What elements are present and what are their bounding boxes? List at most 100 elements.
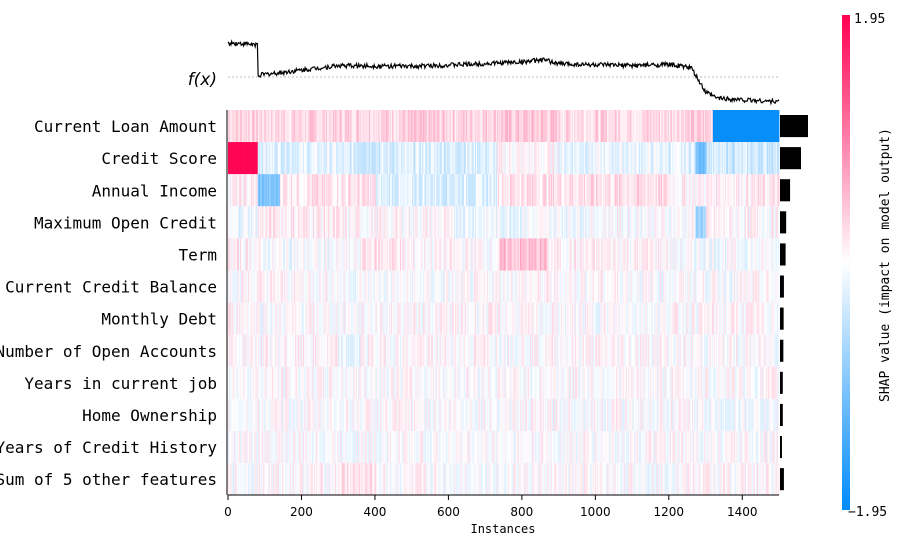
heatmap-cell [406,270,409,303]
heatmap-cell [574,334,576,367]
heatmap-cell [717,302,719,335]
heatmap-cell [366,174,369,207]
heatmap-cell [302,334,305,367]
heatmap-cell [369,270,371,303]
heatmap-cell [551,206,554,239]
heatmap-cell [547,270,550,303]
heatmap-cell [429,238,432,271]
heatmap-cell [641,302,643,335]
heatmap-cell [593,366,596,399]
heatmap-cell [482,334,485,367]
heatmap-cell [504,110,507,143]
heatmap-cell [359,142,361,175]
heatmap-cell [309,366,312,399]
heatmap-cell [362,110,364,143]
heatmap-cell [349,110,351,143]
heatmap-cell [413,334,415,367]
heatmap-cell [250,398,252,431]
heatmap-cell [535,366,537,399]
heatmap-cell [695,398,697,431]
heatmap-cell [666,398,669,431]
heatmap-cell [766,238,769,271]
heatmap-cell [464,398,467,431]
heatmap-cell [697,142,699,175]
heatmap-cell [567,238,569,271]
heatmap-cell [704,334,706,367]
heatmap-cell [651,334,653,367]
heatmap-cell [765,238,768,271]
heatmap-cell [485,270,488,303]
heatmap-cell [576,206,578,239]
heatmap-cell [758,110,760,143]
heatmap-cell [266,238,269,271]
heatmap-cell [398,206,401,239]
heatmap-cell [396,334,399,367]
heatmap-cell [482,142,485,175]
heatmap-cell [734,366,737,399]
heatmap-cell [350,302,352,335]
heatmap-cell [646,366,649,399]
heatmap-cell [718,398,720,431]
heatmap-cell [570,334,573,367]
heatmap-cell [747,398,749,431]
heatmap-cell [330,110,332,143]
heatmap-cell [728,238,730,271]
heatmap-cell [384,206,386,239]
heatmap-cell [759,174,761,207]
heatmap-cell [246,238,249,271]
heatmap-cell [231,366,233,399]
heatmap-cell [712,206,715,239]
heatmap-cell [344,110,347,143]
heatmap-cell [286,206,288,239]
heatmap-cell [721,302,724,335]
heatmap-cell [673,206,675,239]
heatmap-cell [661,142,663,175]
heatmap-cell [509,142,511,175]
heatmap-cell [294,334,296,367]
heatmap-cell [618,206,620,239]
heatmap-cell [395,270,397,303]
heatmap-cell [304,334,306,367]
heatmap-cell [318,206,320,239]
heatmap-cell [353,398,356,431]
heatmap-cell [352,334,355,367]
heatmap-cell [591,334,594,367]
heatmap-cell [529,270,532,303]
heatmap-cell [775,366,778,399]
heatmap-cell [773,270,775,303]
heatmap-cell [369,174,371,207]
heatmap-cell [420,142,423,175]
heatmap-cell [392,206,394,239]
heatmap-cell [721,366,724,399]
heatmap-cell [733,206,736,239]
heatmap-cell [524,270,526,303]
heatmap-cell [247,334,250,367]
heatmap-cell [389,302,392,335]
heatmap-cell [317,398,319,431]
heatmap-cell [717,334,719,367]
heatmap-cell [556,174,558,207]
heatmap-cell [630,238,632,271]
heatmap-cell [372,398,374,431]
heatmap-cell [431,366,434,399]
heatmap-cell [736,302,738,335]
heatmap-cell [608,334,610,367]
heatmap-cell [604,398,607,431]
heatmap-cell [669,174,672,207]
heatmap-cell [542,142,544,175]
heatmap-cell [613,206,616,239]
heatmap-cell [286,238,288,271]
heatmap-cell [679,174,682,207]
heatmap-cell [375,110,378,143]
heatmap-cell [750,334,752,367]
heatmap-cell [561,334,564,367]
heatmap-cell [723,334,726,367]
heatmap-cell [381,174,383,207]
heatmap-cell [309,238,312,271]
heatmap-cell [257,238,260,271]
heatmap-cell [494,110,497,143]
heatmap-cell [652,398,654,431]
heatmap-cell [490,270,492,303]
heatmap-cell [338,206,340,239]
heatmap-cell [687,174,690,207]
